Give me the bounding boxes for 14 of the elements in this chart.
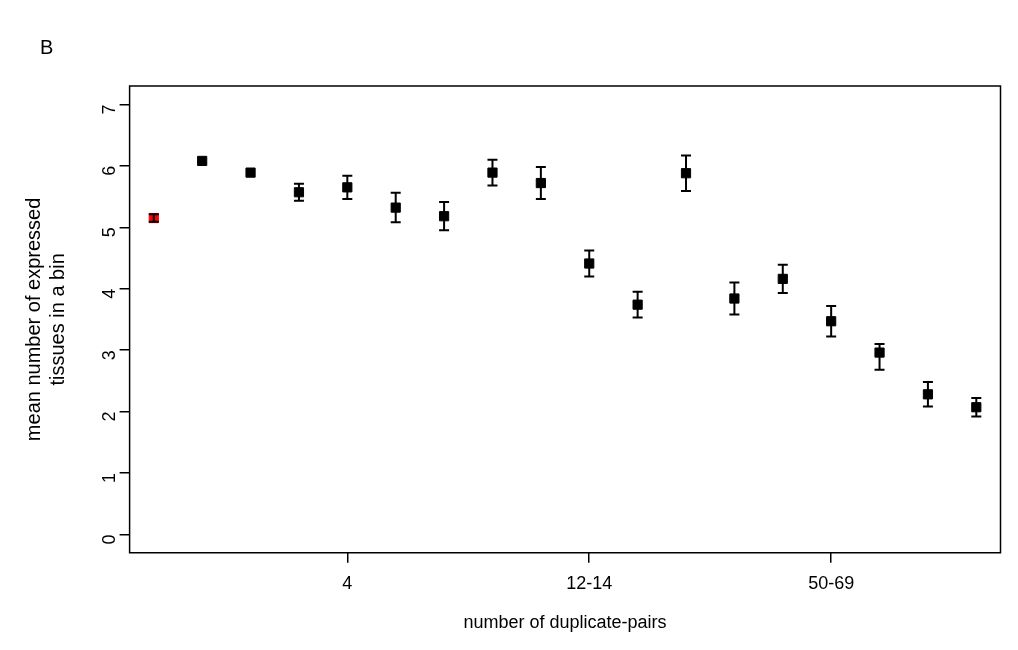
x-tick-label: 4: [342, 572, 353, 593]
y-tick-label: 2: [98, 411, 119, 422]
text: B: [40, 35, 54, 58]
y-axis-title: mean number of expressed tissues in a bin: [21, 197, 68, 442]
x-tick-label: 12-14: [566, 572, 613, 593]
y-tick-label: 4: [98, 288, 119, 299]
y-tick-label: 6: [98, 165, 119, 176]
y-tick-label: 7: [98, 104, 119, 115]
y-tick-label: 1: [98, 472, 119, 483]
x-tick-label: 50-69: [808, 572, 855, 593]
x-axis-title: number of duplicate-pairs: [463, 612, 667, 633]
y-tick-label: 3: [98, 350, 119, 361]
y-tick-label: 0: [98, 534, 119, 545]
y-tick-label: 5: [98, 227, 119, 238]
